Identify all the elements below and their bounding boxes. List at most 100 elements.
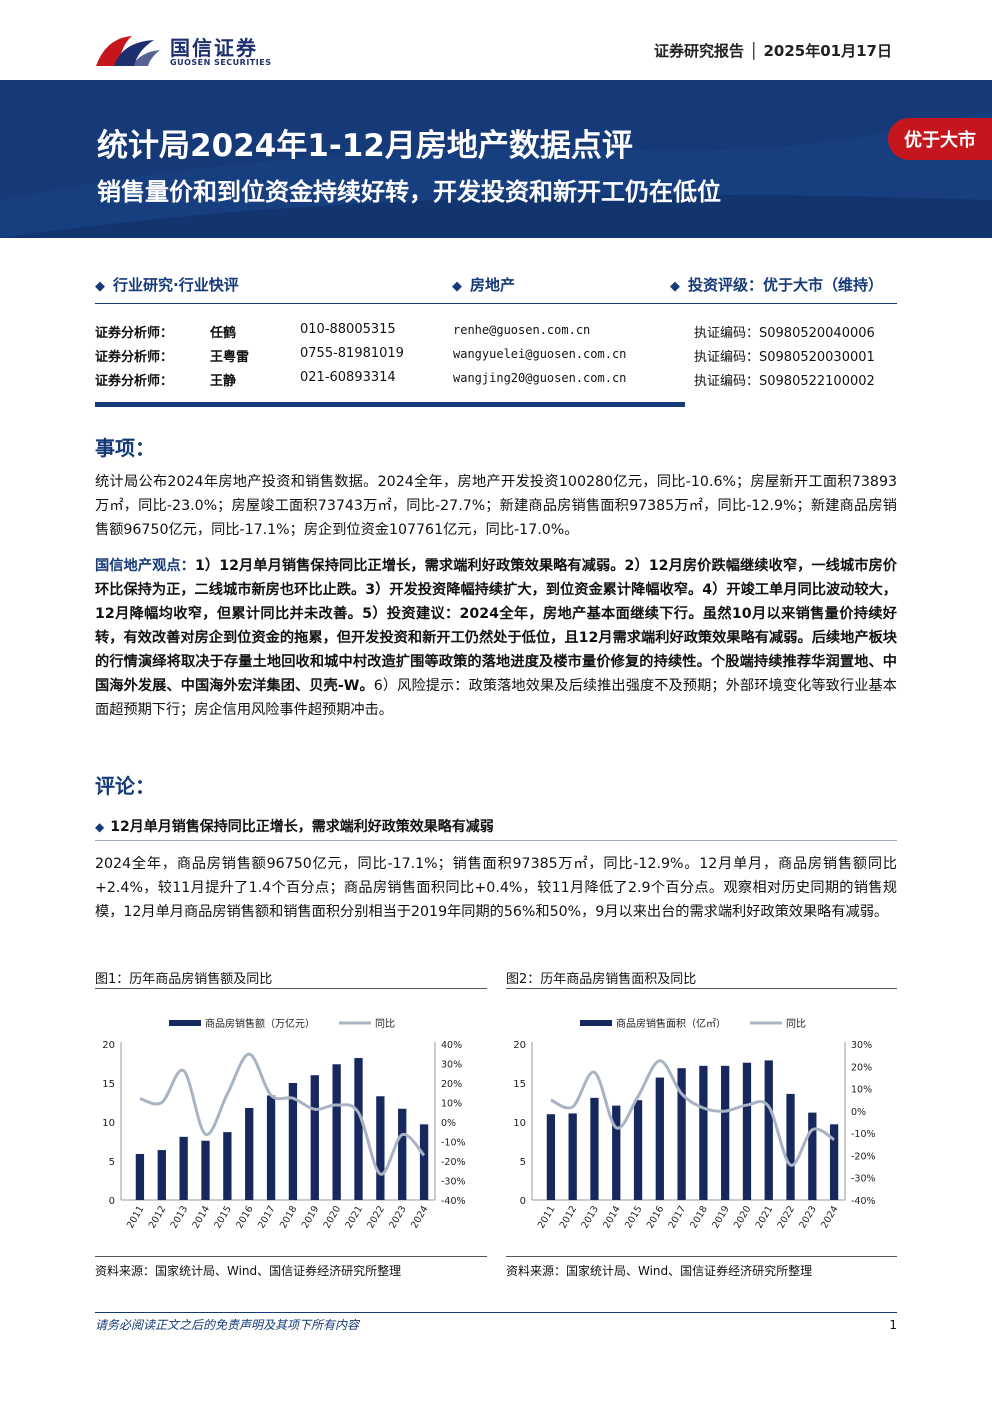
bar — [288, 1083, 298, 1200]
x-tick-label: 2020 — [322, 1204, 344, 1230]
rating-badge: 优于大市 — [888, 118, 992, 160]
x-tick-label: 2021 — [754, 1204, 776, 1230]
bar — [266, 1095, 276, 1200]
chart-legend: 商品房销售面积（亿㎡） 同比 — [580, 1017, 806, 1030]
y-right-tick-label: -30% — [851, 1174, 876, 1185]
y-right-tick-label: 20% — [441, 1079, 462, 1090]
x-tick-label: 2024 — [819, 1204, 841, 1230]
x-tick-label: 2018 — [278, 1204, 300, 1230]
y-left-tick-label: 20 — [513, 1040, 526, 1051]
view-label: 国信地产观点： — [95, 558, 195, 574]
diamond-icon: ◆ — [95, 279, 105, 294]
analyst-label: 证券分析师： — [95, 374, 174, 389]
y-right-tick-label: 10% — [441, 1099, 462, 1110]
figure-2-divider — [506, 988, 897, 989]
x-tick-label: 2019 — [300, 1204, 322, 1230]
sales-paragraph: 2024全年，商品房销售额96750亿元，同比-17.1%；销售面积97385万… — [95, 856, 897, 920]
brand-name-en: GUOSEN SECURITIES — [170, 58, 272, 67]
analyst-email[interactable]: wangyuelei@guosen.com.cn — [453, 347, 627, 361]
y-right-tick-label: -40% — [851, 1196, 876, 1207]
x-tick-label: 2013 — [169, 1204, 191, 1230]
y-right-tick-label: -10% — [441, 1138, 466, 1149]
meta-bottom-bar — [95, 402, 685, 407]
figure-2-title: 图2：历年商品房销售面积及同比 — [506, 972, 697, 987]
figure-1-source: 资料来源：国家统计局、Wind、国信证券经济研究所整理 — [95, 1264, 402, 1278]
bar — [590, 1097, 599, 1200]
bar — [376, 1096, 385, 1200]
x-tick-label: 2012 — [558, 1204, 580, 1230]
y-right-tick-label: -20% — [441, 1157, 466, 1168]
bar — [419, 1124, 429, 1200]
figure-2-bottom-divider — [506, 1256, 897, 1257]
x-tick-label: 2011 — [536, 1204, 558, 1230]
y-left-tick-label: 10 — [102, 1118, 115, 1129]
x-tick-label: 2023 — [797, 1204, 819, 1230]
bar — [829, 1124, 839, 1200]
meta-divider — [95, 303, 897, 304]
bar — [742, 1062, 752, 1200]
y-left-tick-label: 15 — [513, 1079, 526, 1090]
bar — [633, 1100, 643, 1200]
sub-heading: ◆ 12月单月销售保持同比正增长，需求端利好政策效果略有减弱 — [95, 819, 494, 835]
bar — [546, 1114, 556, 1200]
bar — [245, 1107, 254, 1200]
x-tick-label: 2011 — [125, 1204, 147, 1230]
diamond-icon: ◆ — [95, 820, 105, 834]
bar — [808, 1112, 817, 1200]
y-left-tick-label: 20 — [102, 1040, 115, 1051]
view-paragraph: 国信地产观点：1）12月单月销售保持同比正增长，需求端利好政策效果略有减弱。2）… — [95, 554, 897, 722]
x-tick-label: 2017 — [256, 1204, 278, 1230]
analyst-phone: 021-60893314 — [300, 370, 396, 385]
y-right-tick-label: -10% — [851, 1129, 876, 1140]
yoy-line — [550, 1059, 835, 1167]
section-heading-matters: 事项： — [95, 436, 155, 460]
analyst-email[interactable]: wangjing20@guosen.com.cn — [453, 371, 627, 385]
x-tick-label: 2018 — [688, 1204, 710, 1230]
analyst-label: 证券分析师： — [95, 326, 174, 341]
chart-2: 商品房销售面积（亿㎡） 同比 0 5 10 15 20 -40% -30% -20% -10% 0% 1… — [513, 1017, 876, 1230]
bar — [655, 1077, 664, 1200]
industry-label: ◆ 房地产 — [452, 276, 516, 294]
bar — [764, 1060, 773, 1200]
analyst-license: 执证编码：S0980522100002 — [694, 374, 875, 389]
sub-heading-divider — [95, 840, 897, 841]
analyst-email[interactable]: renhe@guosen.com.cn — [453, 323, 591, 337]
bar — [699, 1065, 708, 1200]
y-left-tick-label: 5 — [520, 1157, 526, 1168]
x-tick-label: 2016 — [645, 1204, 667, 1230]
bar — [721, 1065, 730, 1200]
x-tick-label: 2021 — [343, 1204, 365, 1230]
bar — [612, 1105, 621, 1200]
analyst-label: 证券分析师： — [95, 350, 174, 365]
diamond-icon: ◆ — [452, 279, 462, 294]
y-right-tick-label: 30% — [851, 1040, 872, 1051]
banner-stripe-decoration — [0, 110, 992, 238]
rating-label: ◆ 投资评级：优于大市（维持） — [670, 276, 884, 294]
y-right-tick-label: 0% — [851, 1107, 866, 1118]
analyst-name: 王静 — [210, 374, 237, 389]
y-left-tick-label: 0 — [109, 1196, 115, 1207]
x-tick-label: 2022 — [365, 1204, 387, 1230]
y-right-tick-label: 10% — [851, 1085, 872, 1096]
figure-1-divider — [95, 988, 487, 989]
y-right-tick-label: 40% — [441, 1040, 462, 1051]
x-tick-label: 2014 — [190, 1204, 212, 1230]
chart-1: 商品房销售额（万亿元） 同比 0 5 10 15 20 -40% -30% -20% -10% 0% 1… — [102, 1017, 466, 1230]
bar — [201, 1140, 210, 1200]
report-subtitle: 销售量价和到位资金持续好转，开发投资和新开工仍在低位 — [97, 178, 721, 206]
footer-divider — [95, 1312, 897, 1313]
legend-bar-label: 商品房销售额（万亿元） — [205, 1017, 315, 1030]
x-tick-label: 2012 — [147, 1204, 169, 1230]
legend-line-label: 同比 — [786, 1018, 806, 1030]
report-type-date: 证券研究报告 │ 2025年01月17日 — [654, 42, 892, 60]
page-number: 1 — [889, 1318, 897, 1332]
x-tick-label: 2019 — [710, 1204, 732, 1230]
bar — [568, 1113, 577, 1200]
legend-bar-swatch — [169, 1020, 201, 1026]
bar — [677, 1068, 686, 1200]
x-tick-label: 2013 — [579, 1204, 601, 1230]
x-tick-label: 2020 — [732, 1204, 754, 1230]
bar — [786, 1093, 795, 1200]
x-tick-label: 2014 — [601, 1204, 623, 1230]
y-left-tick-label: 15 — [102, 1079, 115, 1090]
